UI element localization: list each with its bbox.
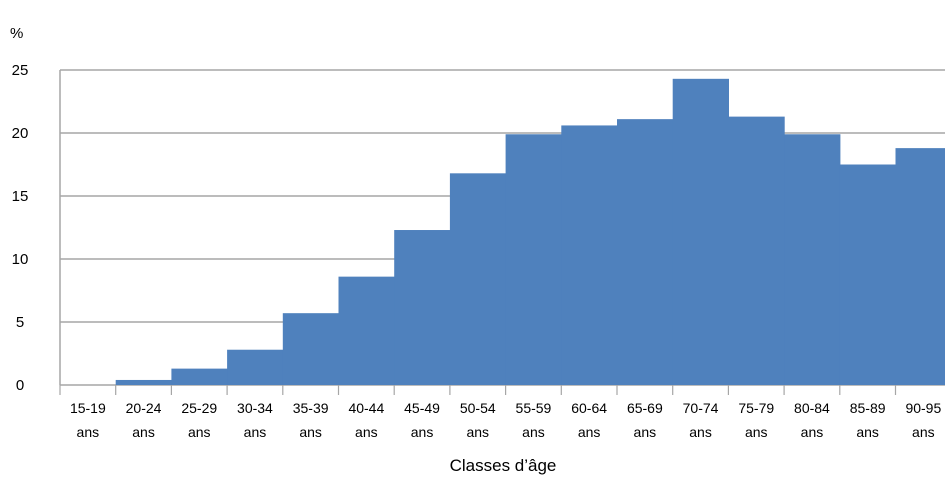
x-tick-label-45-49: 45-49: [404, 400, 440, 416]
y-tick-label-5: 25: [12, 62, 29, 79]
x-tick-sublabel-35-39: ans: [299, 424, 322, 440]
y-axis-unit-label: %: [10, 25, 23, 42]
x-tick-label-50-54: 50-54: [460, 400, 496, 416]
y-tick-label-1: 5: [16, 314, 24, 331]
bar-35-39: [282, 313, 340, 385]
bar-30-34: [227, 349, 284, 385]
x-tick-sublabel-55-59: ans: [522, 424, 545, 440]
x-tick-sublabel-80-84: ans: [801, 424, 824, 440]
x-tick-label-30-34: 30-34: [237, 400, 273, 416]
bar-80-84: [784, 134, 841, 385]
x-tick-label-85-89: 85-89: [850, 400, 886, 416]
x-tick-sublabel-85-89: ans: [856, 424, 879, 440]
x-tick-label-15-19: 15-19: [70, 400, 106, 416]
x-tick-label-35-39: 35-39: [293, 400, 329, 416]
y-axis-ticks: 0 5 10 15 20 25: [12, 62, 29, 394]
x-tick-sublabel-15-19: ans: [77, 424, 100, 440]
bar-45-49: [394, 230, 451, 385]
x-tick-label-40-44: 40-44: [348, 400, 384, 416]
y-tick-label-2: 10: [12, 251, 29, 268]
x-tick-label-80-84: 80-84: [794, 400, 830, 416]
x-tick-sublabel-75-79: ans: [745, 424, 768, 440]
x-tick-sublabel-50-54: ans: [466, 424, 489, 440]
bars: [115, 78, 945, 386]
x-tick-label-55-59: 55-59: [516, 400, 552, 416]
bar-40-44: [338, 276, 395, 385]
x-tick-label-70-74: 70-74: [683, 400, 719, 416]
x-tick-label-20-24: 20-24: [126, 400, 162, 416]
x-axis-title: Classes d’âge: [450, 456, 557, 475]
bar-90-95: [895, 148, 945, 385]
bar-50-54: [449, 173, 507, 385]
x-tick-sublabel-40-44: ans: [355, 424, 378, 440]
y-tick-label-0: 0: [16, 377, 24, 394]
bar-65-69: [617, 119, 674, 385]
x-tick-sublabel-90-95: ans: [912, 424, 935, 440]
x-tick-label-60-64: 60-64: [571, 400, 607, 416]
bar-75-79: [728, 116, 785, 386]
x-tick-label-25-29: 25-29: [181, 400, 217, 416]
bar-20-24: [115, 379, 172, 385]
x-tick-sublabel-65-69: ans: [634, 424, 657, 440]
x-tick-sublabel-45-49: ans: [411, 424, 434, 440]
bar-55-59: [505, 134, 562, 385]
bar-70-74: [672, 78, 729, 385]
bar-85-89: [839, 164, 897, 385]
x-tick-sublabel-30-34: ans: [244, 424, 267, 440]
x-axis-ticks: 15-19 ans 20-24 ans 25-29 ans 30-34 ans 35-39 ans…: [59, 385, 941, 440]
bar-60-64: [561, 125, 618, 385]
x-tick-sublabel-60-64: ans: [578, 424, 601, 440]
x-tick-label-75-79: 75-79: [738, 400, 774, 416]
x-tick-sublabel-20-24: ans: [132, 424, 155, 440]
x-tick-label-90-95: 90-95: [905, 400, 941, 416]
x-tick-label-65-69: 65-69: [627, 400, 663, 416]
bar-25-29: [171, 368, 228, 385]
y-tick-label-4: 20: [12, 125, 29, 142]
y-tick-label-3: 15: [12, 188, 29, 205]
x-tick-sublabel-25-29: ans: [188, 424, 211, 440]
x-tick-sublabel-70-74: ans: [689, 424, 712, 440]
